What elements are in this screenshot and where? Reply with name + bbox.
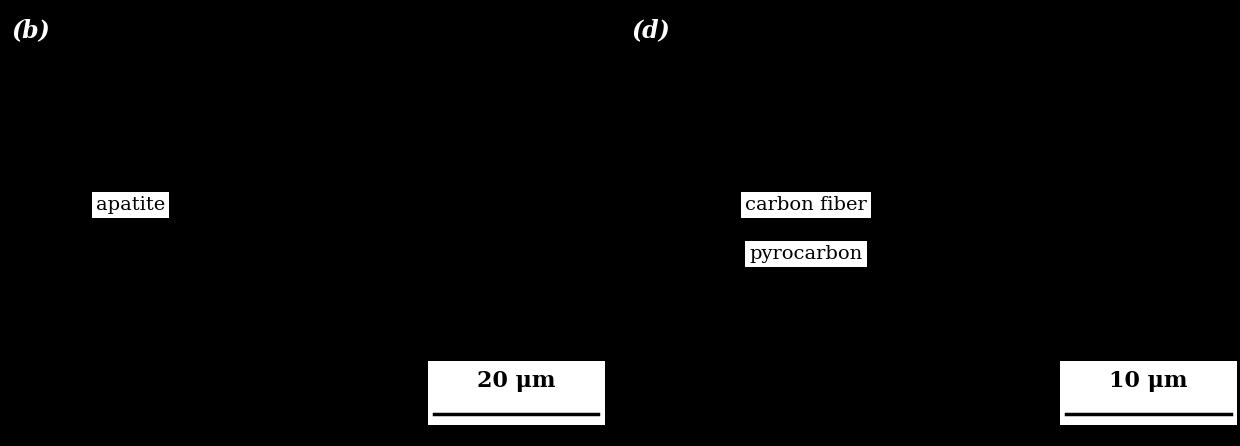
Text: 20 μm: 20 μm bbox=[477, 370, 556, 392]
Text: pyrocarbon: pyrocarbon bbox=[749, 245, 863, 263]
Bar bbox=[428, 361, 605, 425]
Bar bbox=[1060, 361, 1238, 425]
Text: (d): (d) bbox=[631, 18, 670, 42]
Text: 10 μm: 10 μm bbox=[1110, 370, 1188, 392]
Text: (b): (b) bbox=[11, 18, 50, 42]
Text: carbon fiber: carbon fiber bbox=[745, 196, 867, 214]
Text: apatite: apatite bbox=[95, 196, 165, 214]
